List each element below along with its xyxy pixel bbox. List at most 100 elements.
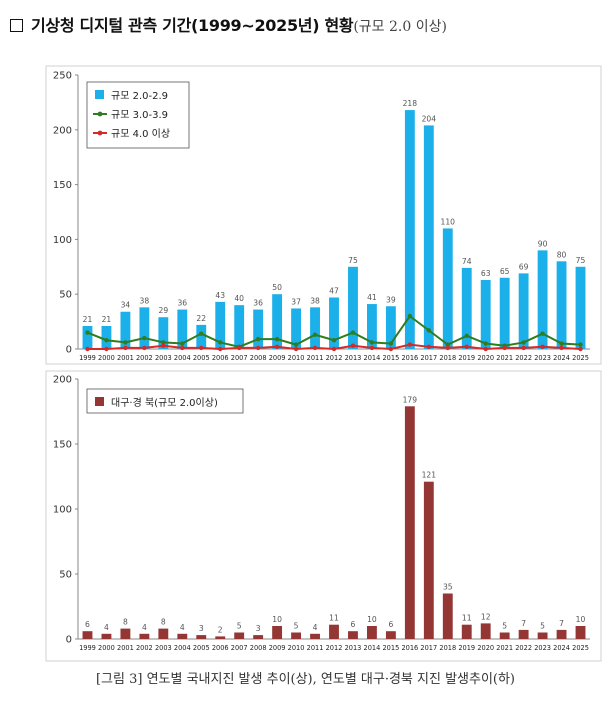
x-tick-label: 2017 bbox=[420, 354, 437, 362]
series-point bbox=[274, 344, 280, 350]
bar bbox=[196, 635, 207, 639]
x-tick-label: 2021 bbox=[496, 354, 513, 362]
y-tick-label: 100 bbox=[53, 235, 72, 246]
series-point bbox=[85, 330, 90, 335]
bar bbox=[385, 631, 396, 639]
x-tick-label: 1999 bbox=[79, 644, 96, 652]
series-point bbox=[502, 345, 507, 351]
series-point bbox=[369, 340, 375, 345]
x-tick-label: 2002 bbox=[136, 644, 153, 652]
data-label: 6 bbox=[351, 620, 356, 629]
data-label: 4 bbox=[104, 623, 109, 632]
series-point bbox=[331, 338, 337, 343]
x-tick-label: 2000 bbox=[98, 354, 115, 362]
bar bbox=[215, 636, 226, 639]
series-point bbox=[388, 341, 394, 346]
bar bbox=[196, 324, 207, 349]
bar bbox=[82, 325, 93, 349]
series-point bbox=[104, 346, 109, 352]
bar bbox=[461, 267, 472, 349]
data-label: 2 bbox=[218, 625, 223, 634]
x-tick-label: 2000 bbox=[98, 644, 115, 652]
series-point bbox=[123, 340, 128, 345]
bar bbox=[272, 626, 283, 639]
x-tick-label: 2010 bbox=[288, 644, 305, 652]
bar bbox=[120, 628, 131, 639]
x-tick-label: 2016 bbox=[401, 354, 418, 362]
data-label: 110 bbox=[441, 217, 456, 226]
data-label: 179 bbox=[403, 395, 418, 404]
bar bbox=[177, 309, 188, 349]
x-tick-label: 2008 bbox=[250, 644, 267, 652]
x-tick-label: 2012 bbox=[326, 354, 343, 362]
series-point bbox=[331, 346, 337, 352]
x-tick-label: 2010 bbox=[288, 354, 305, 362]
bar bbox=[215, 301, 226, 349]
chart-frame bbox=[45, 370, 602, 662]
x-tick-label: 2013 bbox=[345, 644, 362, 652]
data-label: 90 bbox=[538, 239, 548, 248]
data-label: 21 bbox=[83, 315, 93, 324]
x-tick-label: 2005 bbox=[193, 644, 210, 652]
x-tick-label: 2001 bbox=[117, 354, 134, 362]
series-point bbox=[161, 343, 166, 348]
data-label: 11 bbox=[329, 614, 339, 623]
bar bbox=[480, 279, 491, 349]
daegu-gyeongbuk-earthquake-chart: 0 50 100 150 200 1999 2000 2001 2002 2003 2004 2005… bbox=[45, 370, 602, 662]
bar bbox=[310, 307, 320, 349]
data-label: 40 bbox=[234, 294, 244, 303]
data-label: 218 bbox=[403, 99, 418, 108]
data-label: 50 bbox=[272, 283, 282, 292]
x-tick-label: 2003 bbox=[155, 644, 172, 652]
x-tick-label: 2023 bbox=[534, 354, 551, 362]
bar bbox=[366, 304, 377, 349]
series-point bbox=[123, 345, 128, 351]
data-label: 6 bbox=[85, 620, 90, 629]
bar bbox=[310, 633, 320, 639]
bar bbox=[139, 633, 150, 639]
series-point bbox=[407, 313, 413, 319]
series-point bbox=[350, 343, 356, 348]
x-tick-label: 2006 bbox=[212, 644, 229, 652]
legend-swatch bbox=[95, 397, 104, 406]
data-label: 8 bbox=[161, 618, 166, 627]
series-point bbox=[464, 344, 469, 350]
data-label: 38 bbox=[310, 296, 320, 305]
series-point bbox=[483, 346, 488, 352]
y-tick-label: 150 bbox=[53, 440, 72, 451]
x-tick-label: 2015 bbox=[382, 354, 399, 362]
data-label: 74 bbox=[462, 257, 472, 266]
x-tick-label: 2022 bbox=[515, 354, 532, 362]
bar bbox=[499, 277, 510, 349]
x-tick-label: 2007 bbox=[231, 354, 248, 362]
data-label: 36 bbox=[177, 299, 187, 308]
y-tick-label: 50 bbox=[59, 570, 72, 581]
data-label: 75 bbox=[576, 256, 586, 265]
series-point bbox=[255, 345, 261, 351]
bar bbox=[253, 309, 264, 349]
x-tick-label: 2005 bbox=[193, 354, 210, 362]
series-point bbox=[578, 346, 583, 352]
series-point bbox=[540, 331, 545, 336]
x-tick-label: 2003 bbox=[155, 354, 172, 362]
data-label: 21 bbox=[102, 315, 112, 324]
series-point bbox=[559, 345, 564, 351]
y-tick-label: 200 bbox=[53, 375, 72, 386]
x-tick-label: 2009 bbox=[269, 354, 286, 362]
x-tick-label: 2022 bbox=[515, 644, 532, 652]
data-label: 4 bbox=[180, 623, 185, 632]
legend: 대구·경 북(규모 2.0이상) bbox=[86, 388, 244, 414]
x-tick-label: 2018 bbox=[439, 354, 456, 362]
y-tick-label: 150 bbox=[53, 180, 72, 191]
y-tick-label: 100 bbox=[53, 505, 72, 516]
bar bbox=[366, 626, 377, 639]
data-label: 69 bbox=[519, 262, 529, 271]
bar bbox=[423, 481, 434, 639]
x-tick-label: 2014 bbox=[364, 644, 381, 652]
x-tick-label: 2014 bbox=[364, 354, 381, 362]
data-label: 11 bbox=[462, 614, 472, 623]
series-point bbox=[312, 345, 318, 351]
series-point bbox=[559, 341, 564, 346]
series-point bbox=[445, 345, 450, 351]
data-label: 204 bbox=[422, 114, 437, 123]
